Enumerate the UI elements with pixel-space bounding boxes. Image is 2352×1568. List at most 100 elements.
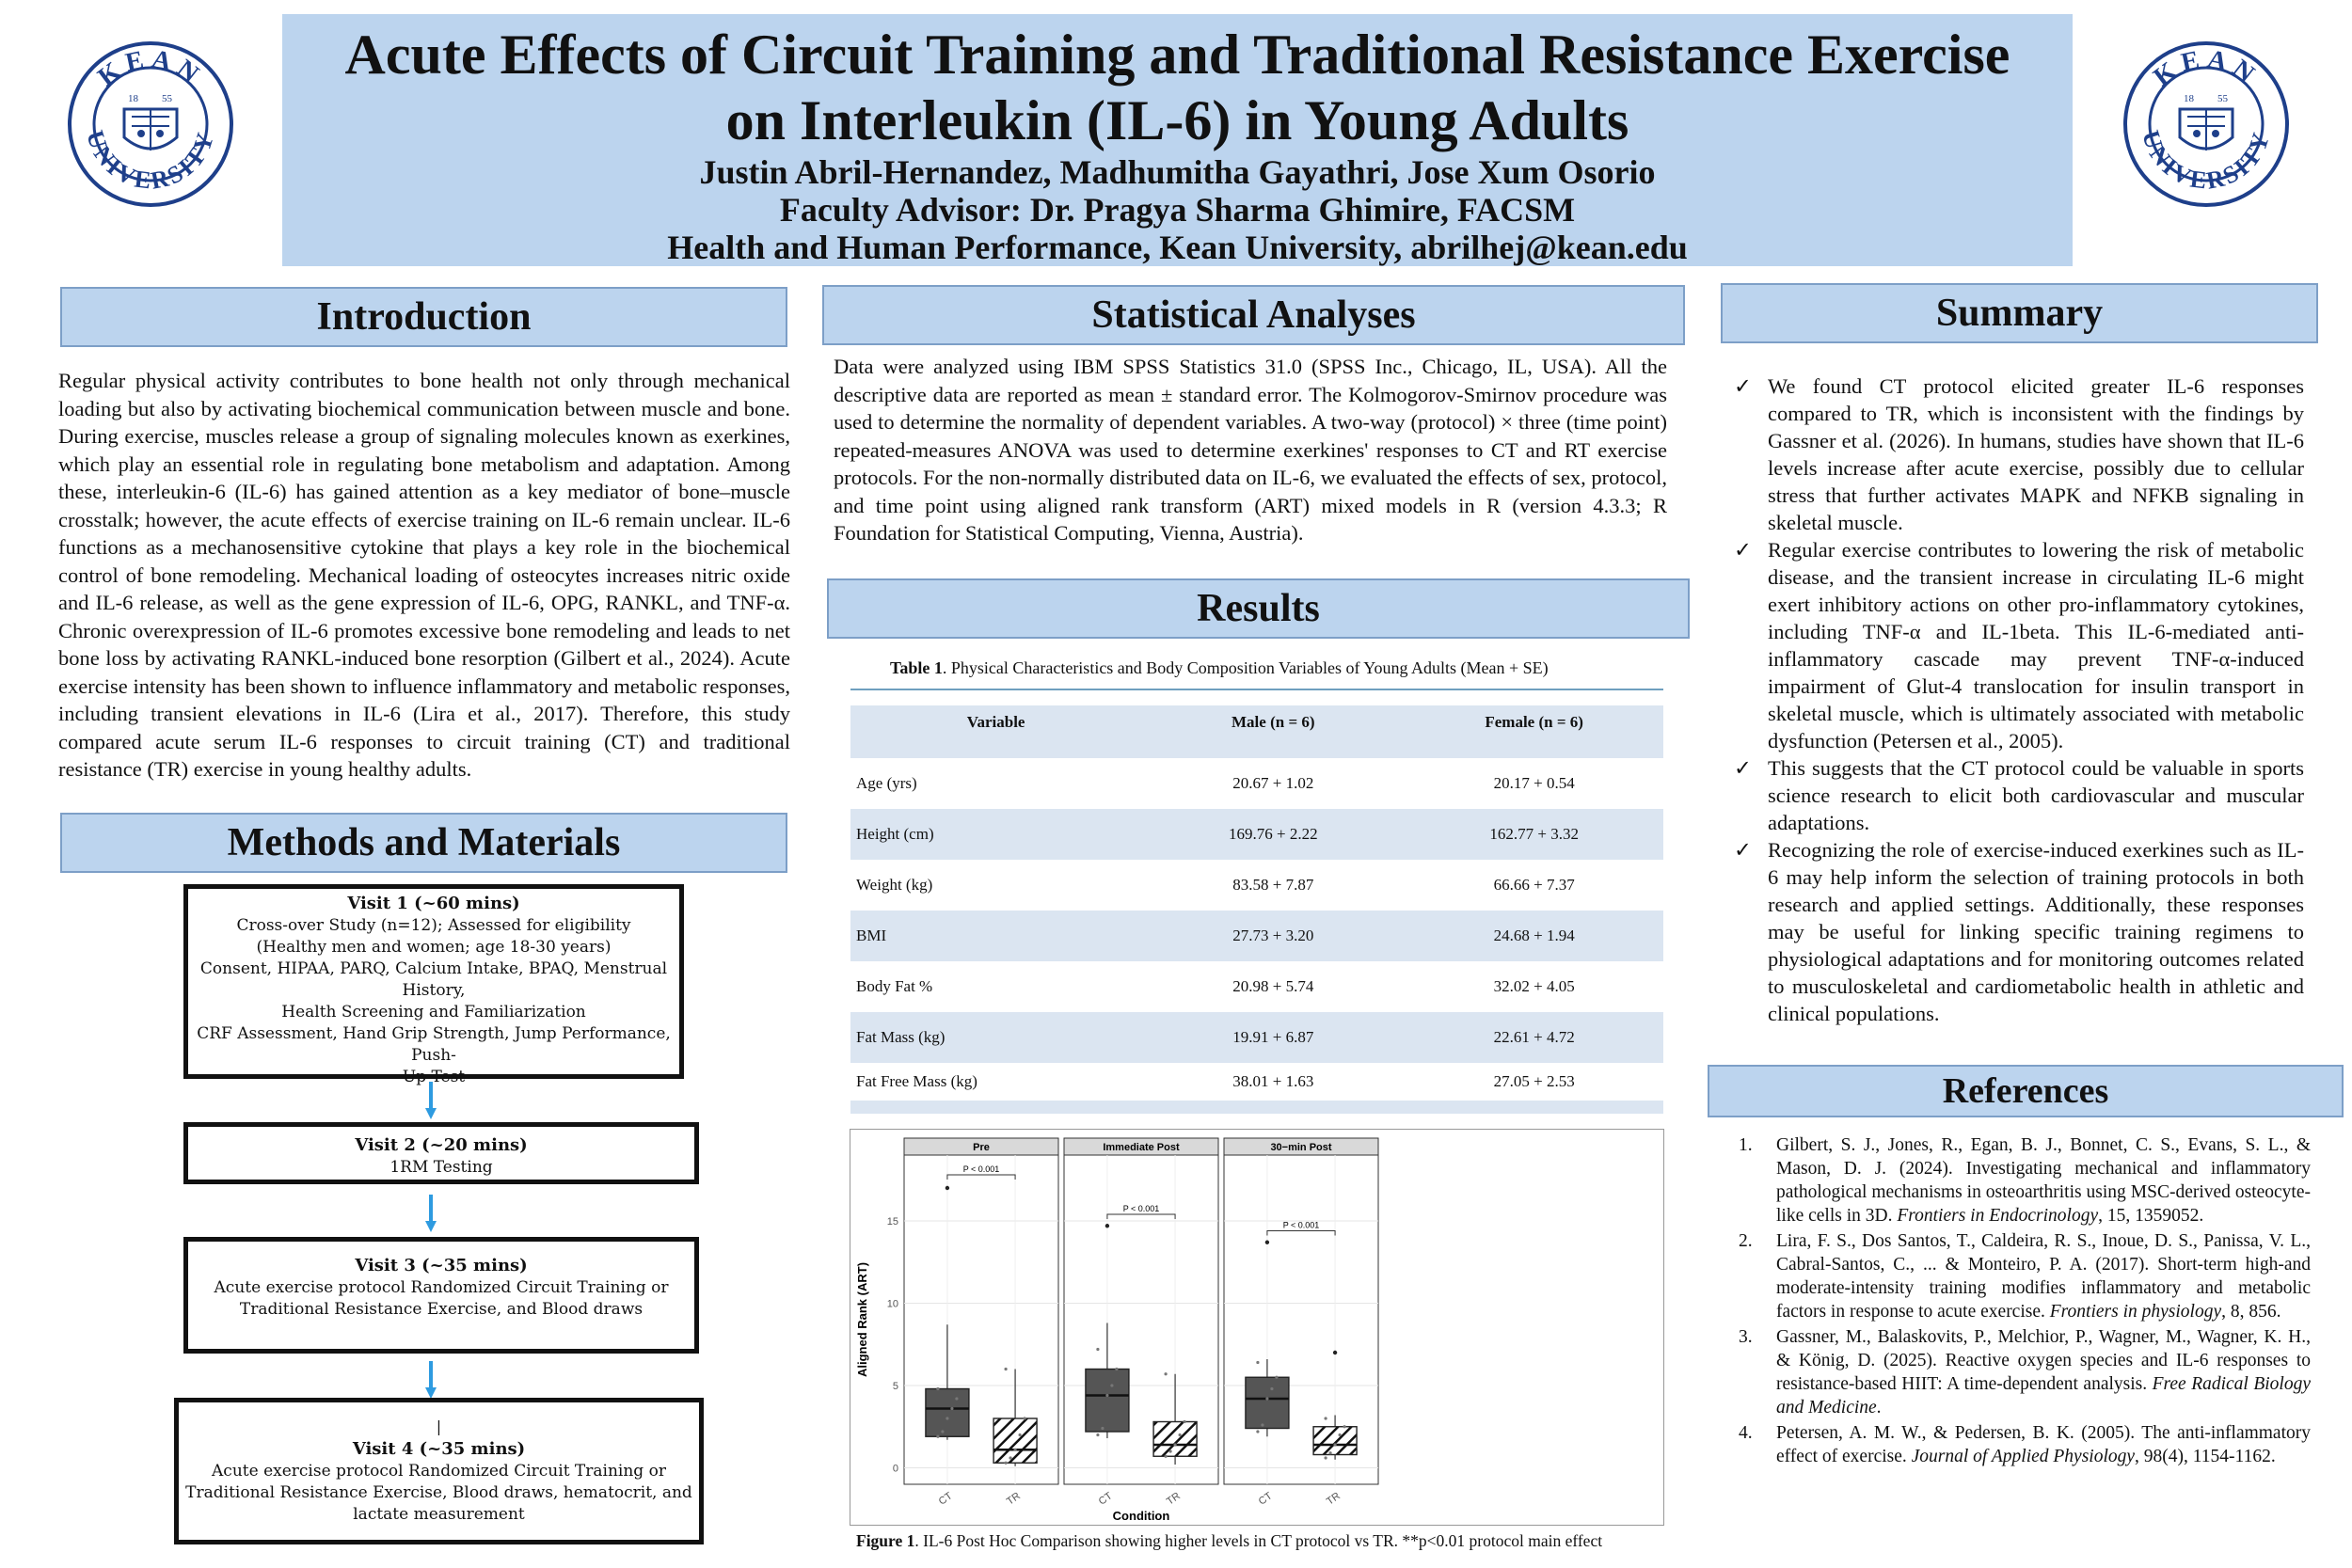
- box-tr: [1312, 1426, 1358, 1456]
- reference-volume: , 8, 856.: [2221, 1302, 2281, 1322]
- poster-header: Acute Effects of Circuit Training and Tr…: [282, 14, 2073, 266]
- box-ct: [1245, 1376, 1290, 1430]
- summary-item-text: This suggests that the CT protocol could…: [1768, 756, 2304, 834]
- data-point: [1110, 1384, 1114, 1387]
- figure-caption-text: . IL-6 Post Hoc Comparison showing highe…: [914, 1531, 1603, 1550]
- visit-1-line: Cross-over Study (n=12); Assessed for el…: [236, 916, 631, 935]
- affiliation: Health and Human Performance, Kean Unive…: [667, 229, 1688, 266]
- data-point: [1324, 1456, 1327, 1460]
- panel-title: Immediate Post: [1103, 1142, 1180, 1153]
- table-header-cell: Variable: [966, 713, 1025, 731]
- summary-item-text: We found CT protocol elicited greater IL…: [1768, 374, 2304, 534]
- visit-2-line: 1RM Testing: [389, 1158, 493, 1177]
- reference-volume: , 98(4), 1154-1162.: [2135, 1447, 2276, 1466]
- visit-1-box: Visit 1 (~60 mins) Cross-over Study (n=1…: [183, 884, 684, 1086]
- introduction-text: Regular physical activity contributes to…: [58, 369, 790, 781]
- kean-logo-left: KEAN UNIVERSITY 18 55: [68, 41, 233, 207]
- table-top-rule: [850, 689, 1663, 690]
- y-axis-label: Aligned Rank (ART): [855, 1262, 869, 1377]
- references-list: 1. Gilbert, S. J., Jones, R., Egan, B. J.…: [1722, 1133, 2311, 1470]
- reference-text: Gassner, M., Balaskovits, P., Melchior, …: [1776, 1327, 2311, 1394]
- data-point: [1101, 1426, 1104, 1431]
- visit-3-line: Traditional Resistance Exercise, and Blo…: [239, 1300, 644, 1319]
- reference-text: Petersen, A. M. W., & Pedersen, B. K. (2…: [1776, 1423, 2311, 1466]
- table-cell: Body Fat %: [856, 977, 933, 995]
- visit-4-line: Acute exercise protocol Randomized Circu…: [212, 1462, 666, 1481]
- cursor-mark: |: [436, 1418, 442, 1435]
- visit-4-box: | Visit 4 (~35 mins) Acute exercise prot…: [174, 1398, 704, 1544]
- table-cell: 32.02 + 4.05: [1493, 977, 1575, 995]
- outlier-point: [945, 1185, 950, 1191]
- checkmark-icon: ✓: [1734, 838, 1752, 862]
- table-row: Weight (kg) 83.58 + 7.87 66.66 + 7.37: [850, 860, 1663, 911]
- svg-text:55: 55: [2217, 93, 2229, 104]
- significance-bracket: [946, 1174, 1016, 1180]
- visit-1-line: (Healthy men and women; age 18-30 years): [256, 938, 612, 957]
- table-caption-label: Table 1: [890, 658, 943, 677]
- data-point: [1333, 1443, 1337, 1447]
- faculty-advisor: Faculty Advisor: Dr. Pragya Sharma Ghimi…: [779, 191, 1576, 229]
- poster-title: Acute Effects of Circuit Training and Tr…: [282, 14, 2073, 153]
- data-point: [1261, 1423, 1264, 1427]
- x-axis-label: Condition: [1113, 1509, 1170, 1523]
- reference-item: 1. Gilbert, S. J., Jones, R., Egan, B. J.…: [1722, 1133, 2311, 1227]
- visit-1-line: Health Screening and Familiarization: [281, 1003, 586, 1022]
- significance-bracket: [1106, 1213, 1176, 1219]
- data-point: [1164, 1454, 1168, 1458]
- box-ct: [1085, 1368, 1130, 1433]
- table-cell: 27.05 + 2.53: [1493, 1072, 1575, 1090]
- svg-text:18: 18: [2184, 93, 2195, 104]
- table-row: Height (cm) 169.76 + 2.22 162.77 + 3.32: [850, 809, 1663, 860]
- table-cell: Fat Mass (kg): [856, 1028, 946, 1046]
- data-point: [1343, 1425, 1346, 1429]
- table-cell: 24.68 + 1.94: [1493, 927, 1575, 944]
- table-row: Age (yrs) 20.67 + 1.02 20.17 + 0.54: [850, 758, 1663, 809]
- summary-item-text: Regular exercise contributes to lowering…: [1768, 538, 2304, 752]
- table-cell: 22.61 + 4.72: [1493, 1028, 1575, 1046]
- table-cell: 162.77 + 3.32: [1489, 825, 1579, 843]
- data-point: [946, 1417, 949, 1420]
- data-point: [941, 1430, 945, 1433]
- visit-2-title: Visit 2 (~20 mins): [355, 1135, 528, 1155]
- reference-volume: .: [1876, 1398, 1882, 1418]
- data-point: [1004, 1461, 1008, 1465]
- reference-text: Gilbert, S. J., Jones, R., Egan, B. J., …: [1776, 1135, 2311, 1226]
- data-point: [1009, 1456, 1012, 1460]
- data-point: [1328, 1451, 1332, 1455]
- data-point: [955, 1397, 959, 1401]
- data-point: [1096, 1347, 1100, 1352]
- y-tick-label: 15: [887, 1216, 898, 1227]
- reference-text: Lira, F. S., Dos Santos, T., Caldeira, R…: [1776, 1231, 2311, 1322]
- data-point: [1004, 1367, 1008, 1371]
- summary-item-text: Recognizing the role of exercise-induced…: [1768, 838, 2304, 1025]
- table-row: [850, 1101, 1663, 1114]
- summary-heading: Summary: [1721, 283, 2318, 343]
- box-tr: [993, 1418, 1038, 1464]
- visit-1-line: History,: [402, 981, 466, 1000]
- table-row: Body Fat % 20.98 + 5.74 32.02 + 4.05: [850, 961, 1663, 1012]
- svg-text:18: 18: [128, 93, 139, 104]
- reference-journal: Free Radical Biology and Medicine: [1776, 1374, 2311, 1418]
- visit-2-box: Visit 2 (~20 mins) 1RM Testing: [183, 1122, 699, 1184]
- summary-item: ✓ This suggests that the CT protocol coul…: [1734, 754, 2304, 836]
- characteristics-table: Variable Male (n = 6) Female (n = 6) Age…: [850, 705, 1663, 1114]
- summary-item: ✓ We found CT protocol elicited greater I…: [1734, 372, 2304, 536]
- visit-4-title: Visit 4 (~35 mins): [352, 1439, 526, 1459]
- outlier-point: [1104, 1224, 1110, 1228]
- table-header-cell: Male (n = 6): [1232, 713, 1315, 731]
- statistics-text: Data were analyzed using IBM SPSS Statis…: [834, 355, 1667, 545]
- checkmark-icon: ✓: [1734, 374, 1752, 398]
- data-point: [1115, 1367, 1119, 1371]
- data-point: [1256, 1360, 1260, 1365]
- y-tick-label: 0: [893, 1464, 898, 1475]
- data-point: [1270, 1386, 1274, 1391]
- checkmark-icon: ✓: [1734, 756, 1752, 780]
- data-point: [1183, 1419, 1186, 1424]
- reference-item: 4. Petersen, A. M. W., & Pedersen, B. K. …: [1722, 1421, 2311, 1468]
- data-point: [936, 1386, 940, 1391]
- table-cell: 20.98 + 5.74: [1232, 977, 1314, 995]
- kean-logo-right: KEAN UNIVERSITY 18 55: [2123, 41, 2289, 207]
- visit-1-line: CRF Assessment, Hand Grip Strength, Jump…: [197, 1024, 671, 1065]
- box-tr: [1152, 1420, 1198, 1457]
- data-point: [1256, 1430, 1260, 1433]
